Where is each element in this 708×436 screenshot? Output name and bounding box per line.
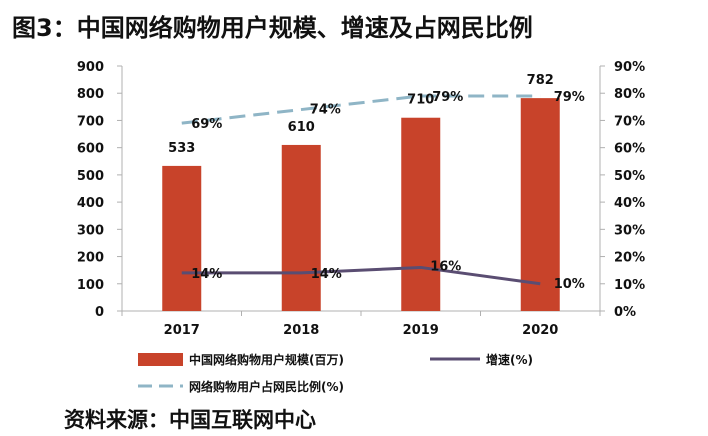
y-right-tick-label: 0% <box>614 305 636 320</box>
y-right-tick-label: 10% <box>614 278 645 293</box>
bar <box>401 117 441 311</box>
y-right-tick-label: 40% <box>614 196 645 211</box>
share-value-label: 74% <box>310 103 341 118</box>
bar-value-label: 610 <box>288 120 315 135</box>
legend-label-bar: 中国网络购物用户规模(百万) <box>189 352 344 367</box>
y-left-tick-label: 800 <box>77 87 104 102</box>
legend-label-growth: 增速(%) <box>486 352 533 367</box>
y-left-tick-label: 700 <box>77 114 104 129</box>
y-left-tick-label: 900 <box>77 60 104 75</box>
y-right-tick-label: 60% <box>614 142 645 157</box>
y-right-tick-label: 30% <box>614 223 645 238</box>
data-labels: 533 610 710 782 69% 74% 79% 79% 14% 14% 16% 10% <box>168 73 585 292</box>
share-value-label: 69% <box>191 117 222 132</box>
y-left-tick-label: 0 <box>95 305 104 320</box>
share-value-label: 79% <box>554 90 585 105</box>
growth-value-label: 14% <box>191 267 222 282</box>
share-line <box>181 94 541 125</box>
growth-value-label: 14% <box>311 267 342 282</box>
chart-title: 图3：中国网络购物用户规模、增速及占网民比例 <box>12 14 533 42</box>
bars <box>162 98 560 311</box>
y-left-tick-label: 100 <box>77 278 104 293</box>
share-value-label: 79% <box>432 90 463 105</box>
y-right-tick-label: 90% <box>614 60 645 75</box>
x-tick-label: 2018 <box>283 323 319 338</box>
y-left-tick-label: 500 <box>77 169 104 184</box>
growth-value-label: 16% <box>430 259 461 274</box>
bar-value-label: 710 <box>407 93 434 108</box>
legend-swatch-bar <box>138 353 183 366</box>
y-right-tick-label: 70% <box>614 114 645 129</box>
x-tick-label: 2020 <box>522 323 558 338</box>
bar-value-label: 782 <box>527 73 554 88</box>
legend-label-share: 网络购物用户占网民比例(%) <box>189 379 344 394</box>
growth-line <box>181 265 541 286</box>
y-right-tick-label: 50% <box>614 169 645 184</box>
growth-value-label: 10% <box>554 277 585 292</box>
bar <box>281 144 321 311</box>
source-note: 资料来源：中国互联网中心 <box>64 408 316 432</box>
y-right-tick-label: 80% <box>614 87 645 102</box>
bar <box>520 98 560 311</box>
x-tick-label: 2019 <box>403 323 439 338</box>
y-left-tick-label: 400 <box>77 196 104 211</box>
axes: 0 100 200 300 400 500 600 700 800 900 0% 10% 20% 30% 4… <box>77 60 645 338</box>
y-left-tick-label: 200 <box>77 251 104 266</box>
x-tick-label: 2017 <box>164 323 200 338</box>
bar <box>162 165 202 311</box>
y-left-tick-label: 300 <box>77 223 104 238</box>
y-left-tick-label: 600 <box>77 142 104 157</box>
bar-value-label: 533 <box>168 141 195 156</box>
y-right-tick-label: 20% <box>614 251 645 266</box>
lines <box>181 94 541 286</box>
legend: 中国网络购物用户规模(百万) 增速(%) 网络购物用户占网民比例(%) <box>138 352 533 394</box>
